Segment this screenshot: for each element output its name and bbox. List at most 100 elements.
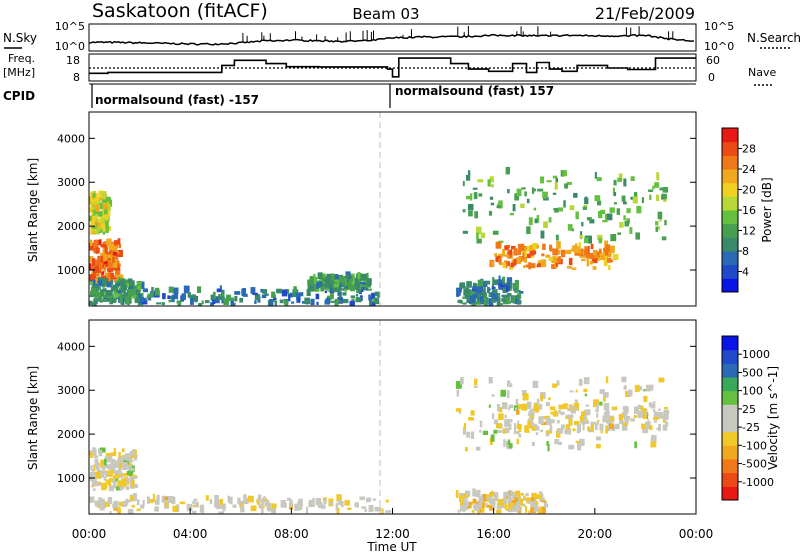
echo-cell	[600, 430, 603, 434]
velocity-panel: 1000 2000 3000 4000 00:00 04:00 08:00 12:00 16:…	[26, 319, 780, 554]
echo-cell	[581, 258, 586, 262]
echo-cell	[513, 248, 518, 256]
echo-cell	[524, 425, 529, 433]
echo-cell	[115, 274, 120, 283]
echo-cell	[603, 396, 606, 402]
echo-cell	[109, 465, 112, 469]
freq-left-tick-top: 18	[66, 54, 80, 67]
echo-cell	[621, 412, 628, 419]
echo-cell	[94, 296, 97, 299]
echo-cell	[117, 290, 122, 294]
echo-cell	[214, 296, 220, 304]
echo-cell	[102, 288, 107, 292]
echo-cell	[536, 425, 540, 431]
echo-cell	[239, 297, 244, 303]
echo-cell	[496, 423, 502, 429]
echo-cell	[537, 263, 542, 268]
echo-cell	[376, 293, 381, 298]
echo-cell	[331, 279, 334, 285]
echo-cell	[504, 254, 509, 257]
echo-cell	[102, 247, 105, 256]
y-tick-label: 4000	[57, 132, 85, 145]
echo-cell	[261, 506, 264, 514]
echo-cell	[542, 191, 548, 199]
echo-cell	[491, 286, 496, 289]
echo-cell	[108, 473, 113, 477]
echo-cell	[623, 178, 627, 187]
echo-cell	[267, 509, 273, 512]
echo-cell	[574, 250, 577, 254]
echo-cell	[375, 298, 380, 305]
echo-cell	[528, 410, 532, 414]
echo-cell	[472, 498, 477, 504]
velocity-ylabel: Slant Range [km]	[26, 366, 40, 470]
echo-cell	[313, 283, 317, 292]
echo-cell	[481, 292, 487, 299]
echo-cell	[599, 401, 603, 406]
echo-cell	[479, 429, 482, 433]
echo-cell	[540, 394, 544, 402]
echo-cell	[574, 253, 581, 256]
echo-cell	[131, 480, 135, 488]
echo-cell	[500, 284, 506, 287]
echo-cell	[359, 496, 365, 501]
colorbar-swatch	[722, 431, 738, 446]
echo-cell	[514, 497, 518, 506]
echo-cell	[574, 243, 578, 251]
echo-cell	[315, 293, 320, 300]
echo-cell	[102, 285, 106, 288]
echo-cell	[470, 296, 476, 304]
echo-cell	[111, 277, 117, 280]
echo-cell	[583, 237, 589, 244]
echo-cell	[102, 199, 109, 203]
echo-cell	[113, 262, 118, 268]
colorbar-tick-label: 28	[742, 143, 756, 156]
echo-cell	[102, 241, 106, 245]
echo-cell	[362, 284, 367, 287]
frequency-panel: 18 8 60 0	[66, 53, 720, 84]
echo-cell	[456, 408, 462, 412]
echo-cell	[210, 294, 215, 301]
echo-cell	[581, 411, 585, 417]
echo-cell	[575, 211, 579, 220]
echo-cell	[498, 499, 503, 506]
echo-cell	[304, 297, 310, 305]
echo-cell	[128, 298, 132, 301]
echo-cell	[113, 447, 116, 454]
echo-cell	[174, 291, 179, 300]
colorbar-tick-label: 100	[742, 385, 763, 398]
echo-cell	[360, 282, 366, 285]
echo-cell	[545, 431, 550, 437]
echo-cell	[162, 293, 166, 300]
echo-cell	[330, 292, 334, 299]
echo-cell	[503, 297, 509, 305]
echo-cell	[94, 215, 98, 219]
echo-cell	[117, 238, 121, 245]
echo-cell	[105, 470, 111, 474]
echo-cell	[539, 404, 543, 410]
echo-cell	[353, 284, 359, 287]
echo-cell	[254, 294, 261, 301]
echo-cell	[104, 463, 107, 469]
echo-cell	[201, 300, 204, 305]
echo-cell	[472, 293, 478, 298]
echo-cell	[355, 286, 358, 290]
echo-cell	[105, 479, 108, 484]
echo-cell	[99, 211, 103, 217]
echo-cell	[642, 412, 648, 419]
echo-cell	[218, 294, 224, 301]
echo-cell	[614, 423, 620, 430]
echo-cell	[462, 427, 467, 435]
echo-cell	[477, 509, 480, 514]
echo-cell	[232, 504, 237, 508]
echo-cell	[507, 261, 510, 266]
echo-cell	[624, 418, 629, 423]
echo-cell	[105, 210, 111, 216]
echo-cell	[499, 407, 503, 413]
echo-cell	[599, 423, 604, 431]
echo-cell	[93, 464, 96, 471]
echo-cell	[467, 501, 472, 509]
echo-cell	[106, 196, 111, 202]
echo-cell	[102, 218, 107, 224]
echo-cell	[113, 508, 120, 511]
